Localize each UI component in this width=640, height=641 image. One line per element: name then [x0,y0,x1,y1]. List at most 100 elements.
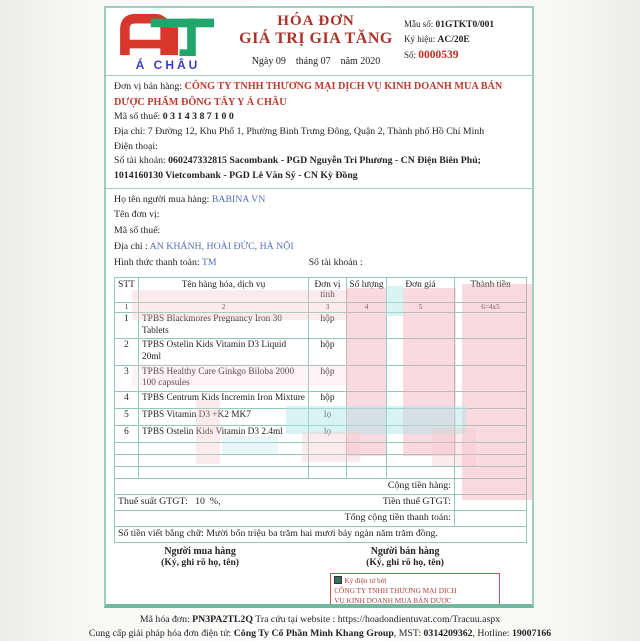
vat-rate-label: Thuế suất GTGT: 10 %, [118,495,221,507]
column-number-row: 1 2 3 4 5 6=4x5 [114,302,527,314]
subtotal-row: Cộng tiền hàng: [114,477,527,495]
grand-total-label: Tổng cộng tiền thanh toán: [344,511,451,523]
signature-section: Người mua hàng (Ký, ghi rõ họ, tên) Ngườ… [106,543,532,608]
buyer-account-label: Số tài khoản : [308,256,363,268]
payment-row: Hình thức thanh toán: TM Số tài khoản : [114,255,524,271]
digital-signature-stamp: Ký điện tử bởi CÔNG TY TNHH THƯƠNG MẠI D… [330,572,501,608]
empty-row [114,465,527,479]
table-row: 2 TPBS Ostelin Kids Vitamin D3 Liquid 20… [114,338,527,366]
seller-phone-row: Điện thoại: [114,140,158,152]
buyer-section: Họ tên người mua hàng: BABINA VN Tên đơn… [106,189,532,275]
seller-signature-subtitle: (Ký, ghi rõ họ, tên) [366,556,444,568]
col-header-stt: STT [114,277,139,304]
invoice-code-value: PN3PA2TL2Q [192,614,253,625]
col-header-unit: Đơn vị tính [308,277,347,304]
serial-value: AC/20E [437,34,470,45]
digital-signature-line3: VỤ KINH DOANH MUA BÁN DƯỢC [334,596,452,606]
invoice-number-value: 0000539 [418,49,459,62]
vat-value-cell [454,493,527,511]
table-row: 5 TPBS Vitamin D3 +K2 MK7 lọ [114,407,527,426]
digital-signature-line4: PHẨM ĐÔNG TÂY Y Á CHÂU [334,606,496,608]
provider-company: Công Ty Cổ Phần Minh Khang Group [233,628,394,640]
seller-account-label: Số tài khoản: [114,155,169,167]
buyer-signature-subtitle: (Ký, ghi rõ họ, tên) [161,556,239,568]
seller-name-label: Đơn vị bán hàng: [114,81,185,92]
items-table-wrap: STT Tên hàng hóa, dịch vụ Đơn vị tính Số… [106,275,532,543]
digital-signature-line2: CÔNG TY TNHH THƯƠNG MẠI DỊCH [334,586,457,596]
invoice-code-label: Mã hóa đơn: [139,614,193,625]
provider-line: Cung cấp giải pháp hóa đơn điện tử: Công… [88,628,552,640]
col-header-name: Tên hàng hóa, dịch vụ [138,277,309,304]
buyer-address-label: Địa chỉ : [114,240,150,252]
company-logo: Á CHÂU [112,11,228,73]
buyer-signature-block: Người mua hàng (Ký, ghi rõ họ, tên) [114,545,286,604]
vat-row: Thuế suất GTGT: 10 %, Tiền thuế GTGT: [114,493,527,511]
empty-row [114,453,527,467]
serial-label: Ký hiệu: [404,33,438,44]
seller-account-row: Số tài khoản: 060247332815 Sacombank - P… [114,154,524,183]
buyer-address-value: AN KHÁNH, HOÀI ĐỨC, HÀ NỘI [149,240,294,252]
buyer-tax-row: Mã số thuế: [114,225,161,237]
subtotal-value-cell [454,477,527,495]
seller-tax-row: Mã số thuế: 0 3 1 4 3 8 7 1 0 0 [114,110,524,125]
logo-text: Á CHÂU [135,58,201,72]
form-number-label: Mẫu số: [404,19,436,29]
buyer-name-label: Họ tên người mua hàng: [114,193,212,205]
form-number-row: Mẫu số: 01GTKT0/001 [404,18,526,33]
invoice-title-block: HÓA ĐƠN GIÁ TRỊ GIA TĂNG Ngày 09 tháng 0… [228,11,404,73]
lookup-url: https://hoadondientuvat.com/Tracuu.aspx [337,614,501,625]
digital-signature-line1: Ký điện tử bởi [344,575,387,585]
seller-tax-value: 0 3 1 4 3 8 7 1 0 0 [162,111,234,123]
invoice-document: Á CHÂU HÓA ĐƠN GIÁ TRỊ GIA TĂNG Ngày 09 … [104,6,534,608]
seller-signature-block: Người bán hàng (Ký, ghi rõ họ, tên) Ký đ… [286,545,524,608]
table-row: 1 TPBS Blackmores Pregnancy Iron 30 Tabl… [114,312,527,340]
buyer-signature-title: Người mua hàng [164,545,236,557]
amount-in-words-row: Số tiền viết bằng chữ: Mười bốn triệu ba… [114,525,527,543]
amount-in-words: Số tiền viết bằng chữ: Mười bốn triệu ba… [114,525,527,543]
seller-section: Đơn vị bán hàng: CÔNG TY TNHH THƯƠNG MẠI… [106,76,532,189]
grand-total-row: Tổng cộng tiền thanh toán: [114,509,527,527]
form-number-value: 01GTKT0/001 [435,20,495,30]
buyer-name-row: Họ tên người mua hàng: BABINA VN [114,192,524,208]
buyer-unit-row: Tên đơn vị: [114,209,160,221]
table-row: 3 TPBS Healthy Care Ginkgo Biloba 2000 1… [114,364,527,392]
seller-tax-label: Mã số thuế: [114,111,163,123]
invoice-date: Ngày 09 tháng 07 năm 2020 [251,55,381,67]
seller-address-value: 7 Đường 12, Khu Phố 1, Phường Bình Trưng… [147,126,485,138]
payment-method-label: Hình thức thanh toán: [114,256,202,268]
subtotal-label: Cộng tiền hàng: [387,479,451,491]
payment-method: Hình thức thanh toán: TM [114,255,217,271]
empty-row [114,441,527,455]
items-table: STT Tên hàng hóa, dịch vụ Đơn vị tính Số… [114,277,527,543]
serial-row: Ký hiệu: AC/20E [404,33,526,48]
seller-address-row: Địa chỉ: 7 Đường 12, Khu Phố 1, Phường B… [114,125,524,140]
col-header-price: Đơn giá [386,277,455,304]
seller-account-value: 060247332815 Sacombank - PGD Nguyễn Tri … [114,155,481,182]
esign-icon [334,575,343,584]
invoice-title-line1: HÓA ĐƠN [277,13,355,29]
invoice-meta: Mẫu số: 01GTKT0/001 Ký hiệu: AC/20E Số: … [404,11,526,73]
col-header-qty: Số lượng [346,277,387,304]
buyer-address-row: Địa chỉ : AN KHÁNH, HOÀI ĐỨC, HÀ NỘI [114,239,524,255]
seller-name-row: Đơn vị bán hàng: CÔNG TY TNHH THƯƠNG MẠI… [114,79,524,110]
table-header-row: STT Tên hàng hóa, dịch vụ Đơn vị tính Số… [114,277,527,304]
lookup-footer: Mã hóa đơn: PN3PA2TL2Q Tra cứu tại websi… [0,613,640,641]
provider-hotline: 19007166 [511,628,552,640]
table-row: 6 TPBS Ostelin Kids Vitamin D3 2.4ml lọ [114,424,527,443]
buyer-name-value: BABINA VN [211,193,266,205]
invoice-title-line2: GIÁ TRỊ GIA TĂNG [239,30,393,48]
invoice-number-row: Số: 0000539 [404,47,526,65]
invoice-header: Á CHÂU HÓA ĐƠN GIÁ TRỊ GIA TĂNG Ngày 09 … [106,8,532,76]
vat-amount-label: Tiền thuế GTGT: [382,495,451,507]
seller-signature-title: Người bán hàng [370,545,440,557]
achau-logo-icon [120,13,214,57]
table-row: 4 TPBS Centrum Kids Incremin Iron Mixtur… [114,390,527,409]
invoice-code-line: Mã hóa đơn: PN3PA2TL2Q Tra cứu tại websi… [139,614,501,625]
seller-name-value: CÔNG TY TNHH THƯƠNG MẠI DỊCH VỤ KINH DOA… [114,81,503,108]
invoice-number-label: Số: [404,50,419,61]
grand-total-value-cell [454,509,527,527]
payment-method-value: TM [201,256,217,268]
seller-address-label: Địa chỉ: [114,126,148,138]
provider-mst: 0314209362 [423,628,473,640]
